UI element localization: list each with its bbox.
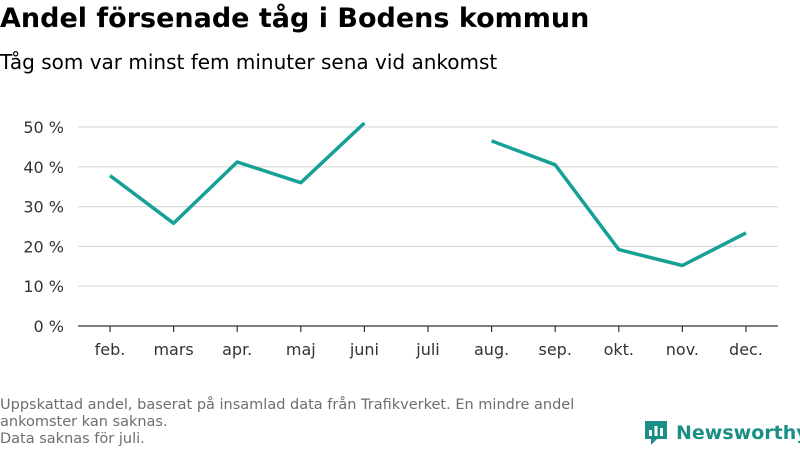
x-tick-label: feb. — [95, 340, 126, 359]
x-tick-label: apr. — [222, 340, 252, 359]
x-tick-label: nov. — [666, 340, 699, 359]
series-line — [490, 139, 747, 268]
footnote-line-2: Data saknas för juli. — [0, 431, 145, 447]
y-axis-labels: 0 % 10 % 20 % 30 % 40 % 50 % — [23, 118, 64, 336]
brand-logo: Newsworthy — [643, 419, 800, 447]
x-tick-label: dec. — [729, 340, 763, 359]
newsworthy-logo-icon — [645, 421, 667, 445]
chart-subtitle: Tåg som var minst fem minuter sena vid a… — [0, 50, 498, 74]
x-tick-label: aug. — [474, 340, 509, 359]
x-tick-label: juli — [415, 340, 439, 359]
grid-lines — [78, 126, 778, 287]
brand-name: Newsworthy — [676, 422, 800, 444]
footnote: Uppskattad andel, baserat på insamlad da… — [0, 397, 630, 448]
series-line — [108, 121, 366, 226]
x-tick-label: juni — [349, 340, 379, 359]
y-tick-label: 50 % — [23, 118, 64, 137]
y-tick-label: 30 % — [23, 198, 64, 217]
series-lines — [108, 121, 747, 268]
y-tick-label: 10 % — [23, 277, 64, 296]
footnote-line-1: Uppskattad andel, baserat på insamlad da… — [0, 397, 575, 430]
line-chart: 0 % 10 % 20 % 30 % 40 % 50 % feb. mars apr. maj j… — [23, 118, 778, 359]
y-tick-label: 40 % — [23, 158, 64, 177]
y-tick-label: 0 % — [34, 317, 64, 336]
x-axis-labels: feb. mars apr. maj juni juli aug. sep. okt. nov. d… — [95, 340, 763, 359]
x-tick-label: okt. — [604, 340, 634, 359]
x-tick-label: mars — [153, 340, 193, 359]
x-tick-label: sep. — [538, 340, 571, 359]
x-axis — [78, 325, 778, 332]
y-tick-label: 20 % — [23, 237, 64, 256]
x-tick-label: maj — [286, 340, 316, 359]
chart-title: Andel försenade tåg i Bodens kommun — [0, 3, 590, 34]
